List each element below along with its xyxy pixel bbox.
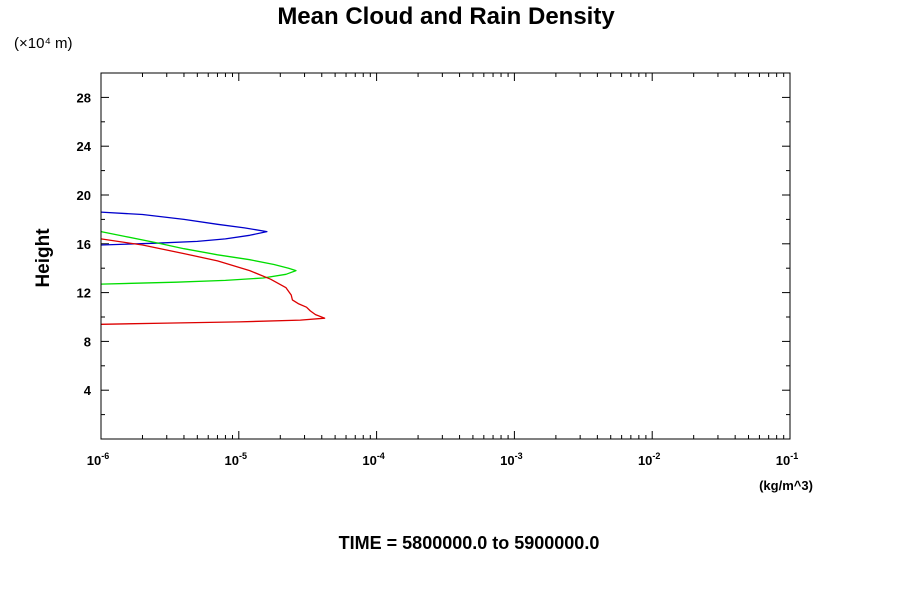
- x-tick-label: 10-1: [776, 451, 798, 468]
- y-tick-label: 8: [84, 334, 91, 349]
- x-tick-exponent: -5: [239, 451, 247, 461]
- x-tick-exponent: -6: [101, 451, 109, 461]
- series-line-3: [100, 238, 326, 325]
- y-scale-note: (×10⁴ m): [14, 35, 73, 52]
- x-tick-label: 10-2: [638, 451, 660, 468]
- axes: 10-6 10-5 10-4 10-3 10-2 10-1 4 8 12 16 20 24 28: [77, 73, 798, 468]
- x-tick-exponent: -2: [652, 451, 660, 461]
- x-unit-label: (kg/m^3): [759, 478, 813, 493]
- x-tick-exponent: -4: [377, 451, 385, 461]
- series-line-1: [100, 211, 268, 246]
- y-tick-label: 12: [77, 286, 91, 301]
- y-tick-label: 16: [77, 237, 91, 252]
- x-tick-label: 10-6: [87, 451, 109, 468]
- x-tick-exponent: -3: [515, 451, 523, 461]
- plot-frame: [100, 72, 791, 440]
- y-tick-label: 24: [77, 139, 92, 154]
- series-group: [100, 211, 326, 325]
- y-tick-label: 28: [77, 90, 91, 105]
- x-tick-exponent: -1: [790, 451, 798, 461]
- x-tick-label: 10-4: [362, 451, 384, 468]
- y-tick-label: 20: [77, 188, 91, 203]
- chart-title: Mean Cloud and Rain Density: [277, 3, 615, 30]
- y-tick-label: 4: [84, 383, 92, 398]
- series-line-2: [100, 230, 297, 285]
- y-axis-label: Height: [33, 228, 54, 288]
- x-tick-label: 10-3: [500, 451, 522, 468]
- time-footer: TIME = 5800000.0 to 5900000.0: [339, 533, 600, 553]
- x-tick-label: 10-5: [225, 451, 247, 468]
